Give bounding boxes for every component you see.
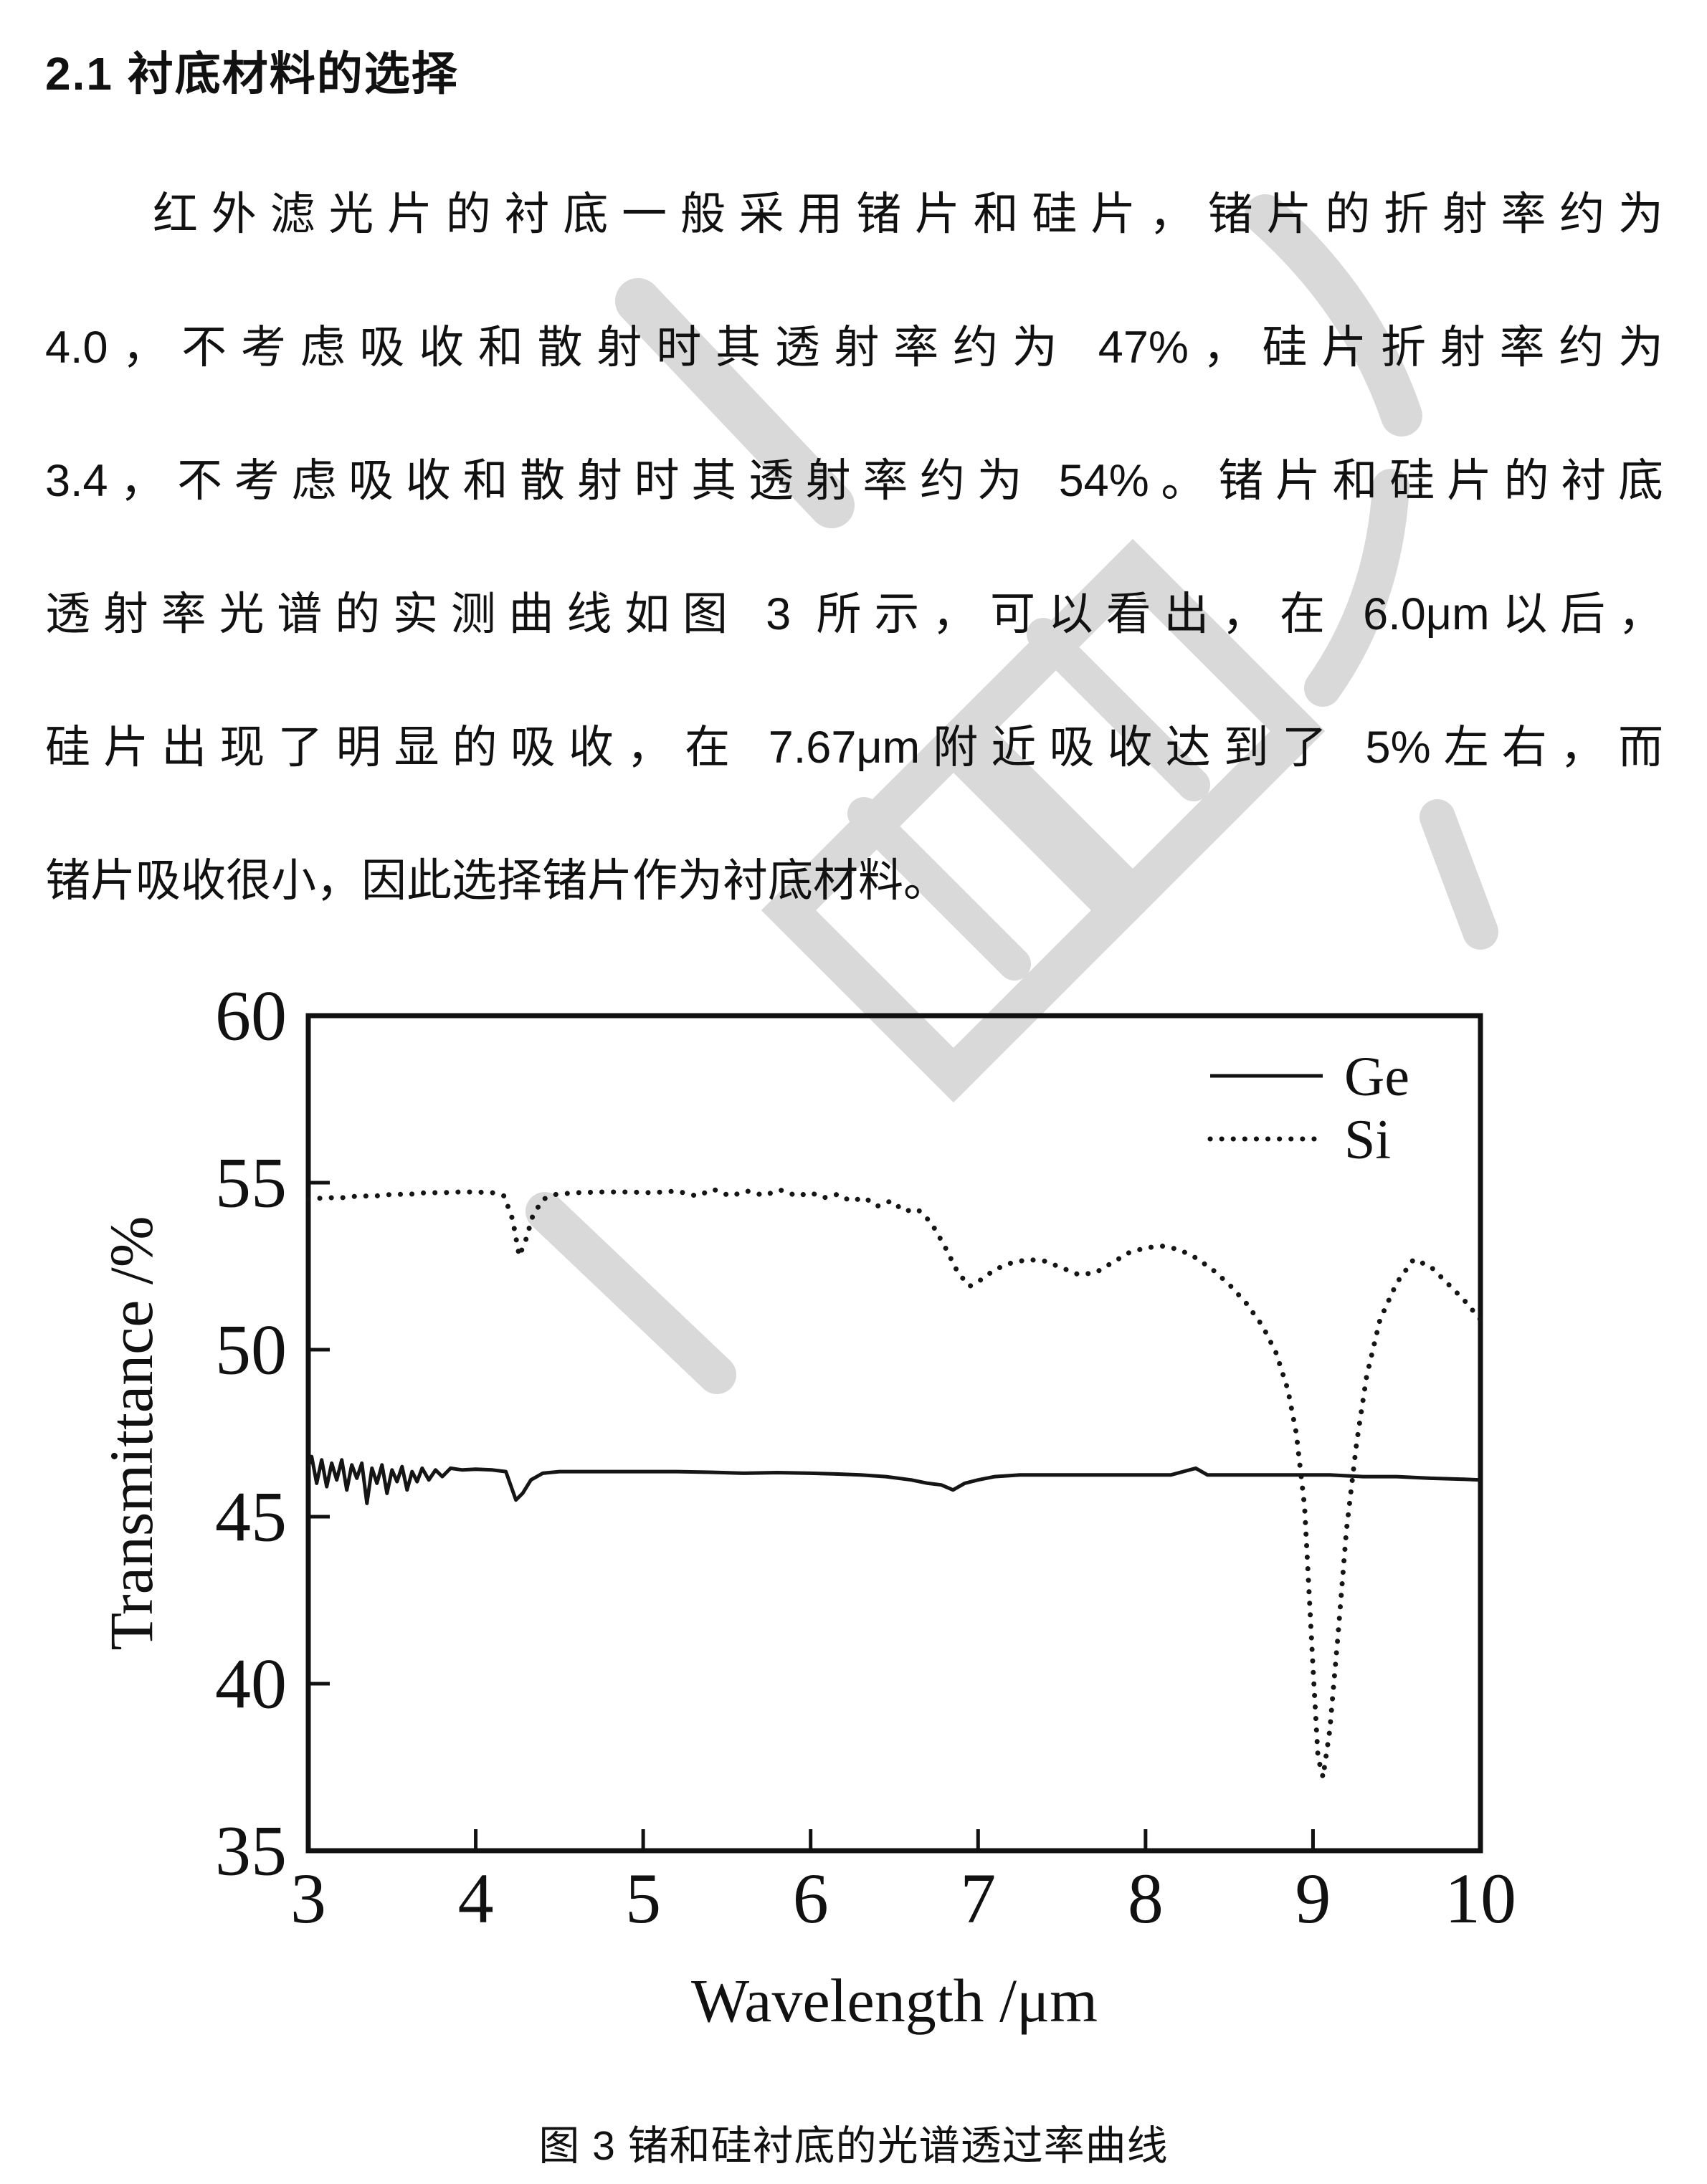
y-tick-label: 50 [215, 1310, 287, 1390]
y-tick-label: 60 [215, 976, 287, 1056]
x-tick-label: 5 [625, 1859, 661, 1938]
x-tick-label: 10 [1445, 1859, 1516, 1938]
paragraph-line: 4.0，不考虑吸收和散射时其透射率约为 47%，硅片折射率约为 [45, 323, 1663, 373]
x-tick-label: 8 [1128, 1859, 1164, 1938]
x-tick-label: 3 [290, 1859, 326, 1938]
section-heading: 2.1 衬底材料的选择 [45, 48, 459, 100]
x-tick-label: 7 [960, 1859, 996, 1938]
x-tick-label: 4 [458, 1859, 494, 1938]
x-tick-label: 6 [793, 1859, 829, 1938]
y-tick-label: 35 [215, 1811, 287, 1891]
body-paragraph: 红外滤光片的衬底一般采用锗片和硅片，锗片的折射率约为 4.0，不考虑吸收和散射时… [45, 148, 1663, 948]
y-tick-label: 45 [215, 1477, 287, 1557]
figure-caption: 图 3 锗和硅衬底的光谱透过率曲线 [538, 2123, 1169, 2169]
legend-si-label: Si [1344, 1108, 1391, 1170]
paragraph-line: 红外滤光片的衬底一般采用锗片和硅片，锗片的折射率约为 [153, 189, 1663, 239]
series-ge-line [306, 1454, 1481, 1505]
paragraph-line: 硅片出现了明显的吸收，在 7.67μm附近吸收达到了 5%左右，而 [45, 723, 1663, 773]
x-axis-title: Wavelength /μm [691, 1966, 1098, 2035]
x-tick-label: 9 [1295, 1859, 1331, 1938]
y-tick-label: 40 [215, 1644, 287, 1724]
legend-ge-label: Ge [1344, 1045, 1409, 1107]
y-tick-label: 55 [215, 1143, 287, 1223]
plot-border [305, 1013, 1483, 1854]
paragraph-line: 透射率光谱的实测曲线如图 3 所示，可以看出，在 6.0μm以后， [45, 589, 1663, 639]
y-axis-title: Transmittance /% [97, 1216, 166, 1651]
paragraph-line: 锗片吸收很小，因此选择锗片作为衬底材料。 [45, 856, 948, 906]
paragraph-line: 3.4，不考虑吸收和散射时其透射率约为 54%。锗片和硅片的衬底 [45, 456, 1663, 506]
series-si-line [305, 1186, 1483, 1780]
